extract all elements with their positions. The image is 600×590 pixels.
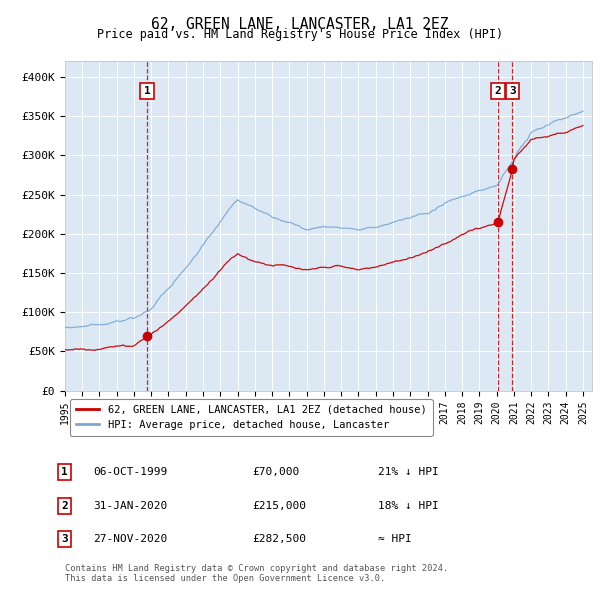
Text: £282,500: £282,500: [252, 535, 306, 544]
Text: Price paid vs. HM Land Registry's House Price Index (HPI): Price paid vs. HM Land Registry's House …: [97, 28, 503, 41]
Text: 2: 2: [494, 86, 502, 96]
Text: £70,000: £70,000: [252, 467, 299, 477]
Text: 18% ↓ HPI: 18% ↓ HPI: [378, 501, 439, 510]
Text: £215,000: £215,000: [252, 501, 306, 510]
Text: 2: 2: [61, 501, 68, 510]
Text: 21% ↓ HPI: 21% ↓ HPI: [378, 467, 439, 477]
Text: ≈ HPI: ≈ HPI: [378, 535, 412, 544]
Text: 06-OCT-1999: 06-OCT-1999: [93, 467, 167, 477]
Text: 62, GREEN LANE, LANCASTER, LA1 2EZ: 62, GREEN LANE, LANCASTER, LA1 2EZ: [151, 17, 449, 31]
Text: 3: 3: [509, 86, 515, 96]
Text: 27-NOV-2020: 27-NOV-2020: [93, 535, 167, 544]
Text: 1: 1: [144, 86, 151, 96]
Legend: 62, GREEN LANE, LANCASTER, LA1 2EZ (detached house), HPI: Average price, detache: 62, GREEN LANE, LANCASTER, LA1 2EZ (deta…: [70, 399, 433, 436]
Text: 31-JAN-2020: 31-JAN-2020: [93, 501, 167, 510]
Text: 1: 1: [61, 467, 68, 477]
Text: Contains HM Land Registry data © Crown copyright and database right 2024.
This d: Contains HM Land Registry data © Crown c…: [65, 563, 448, 583]
Text: 3: 3: [61, 535, 68, 544]
